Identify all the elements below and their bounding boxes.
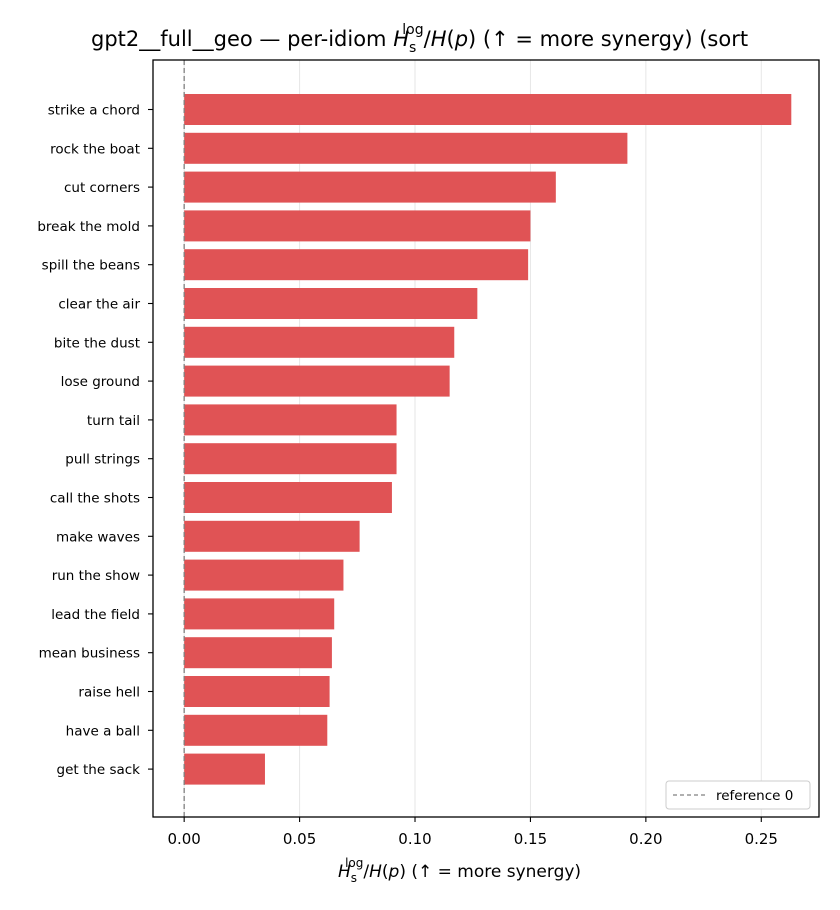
bar [184, 210, 531, 242]
math-sub: s [351, 871, 357, 885]
y-tick-label: lose ground [61, 374, 140, 390]
y-tick-label: get the sack [57, 762, 141, 778]
y-tick-label: mean business [39, 646, 140, 662]
x-tick-label: 0.10 [398, 830, 431, 848]
x-tick-label: 0.05 [283, 830, 316, 848]
bar [184, 443, 397, 475]
legend-box [665, 780, 811, 810]
y-tick-label: strike a chord [48, 103, 140, 119]
y-tick-label: make waves [56, 529, 140, 545]
bar [184, 365, 450, 397]
math-p: p [454, 27, 468, 51]
bar [184, 637, 332, 669]
math-paren-open: ( [382, 862, 389, 882]
y-tick-label: have a ball [66, 723, 140, 739]
bar [184, 559, 344, 591]
bar [184, 326, 455, 358]
bar [184, 482, 392, 513]
y-axis-ticks: strike a chord rock the boat cut corners br… [37, 103, 153, 778]
bar [184, 598, 335, 630]
math-paren-open: ( [447, 27, 455, 51]
x-axis-label: Hslog/H(p) (↑ = more synergy) [338, 856, 581, 885]
bar [184, 753, 265, 785]
math-slash: / [424, 27, 432, 51]
math-sup: log [345, 856, 363, 870]
bar [184, 288, 478, 319]
x-tick-label: 0.25 [745, 830, 778, 848]
x-tick-label: 0.15 [514, 830, 547, 848]
plot-frame [152, 59, 820, 818]
x-tick-label: 0.00 [167, 830, 200, 848]
y-tick-label: rock the boat [50, 141, 140, 157]
chart-title-suffix: (↑ = more synergy) (sort [476, 27, 748, 51]
x-axis-label-suffix: (↑ = more synergy) [406, 862, 581, 882]
legend: reference 0 [665, 780, 811, 810]
bar [184, 676, 330, 707]
bar [184, 171, 556, 203]
y-tick-label: pull strings [65, 452, 140, 468]
bar [184, 404, 397, 436]
y-tick-label: spill the beans [42, 258, 140, 274]
bars [184, 94, 792, 785]
y-tick-label: turn tail [87, 413, 140, 429]
chart-title: gpt2__full__geo — per-idiom Hslog/H(p) (… [91, 22, 748, 56]
y-tick-label: raise hell [78, 685, 140, 701]
y-tick-label: cut corners [64, 180, 140, 196]
math-sup: log [402, 22, 423, 38]
bar [184, 94, 792, 125]
bar [184, 249, 529, 281]
y-tick-label: call the shots [50, 491, 140, 507]
bar [184, 132, 628, 164]
y-tick-label: clear the air [58, 297, 140, 313]
legend-label: reference 0 [716, 788, 793, 804]
x-axis-ticks: 0.00 0.05 0.10 0.15 0.20 0.25 [167, 817, 778, 848]
bar [184, 714, 328, 746]
math-paren-close: ) [399, 862, 406, 882]
y-tick-label: break the mold [37, 219, 140, 235]
chart-title-prefix: gpt2__full__geo — per-idiom [91, 27, 393, 52]
math-h: H [431, 27, 447, 51]
x-tick-label: 0.20 [629, 830, 662, 848]
math-p: p [388, 862, 400, 882]
math-h: H [338, 862, 351, 882]
y-tick-label: run the show [52, 568, 140, 584]
bar [184, 520, 360, 552]
math-h: H [369, 862, 382, 882]
math-slash: / [363, 862, 369, 882]
math-sub: s [409, 40, 416, 56]
math-h: H [393, 27, 409, 51]
math-paren-close: ) [468, 27, 476, 51]
y-tick-label: bite the dust [54, 335, 140, 351]
y-tick-label: lead the field [51, 607, 140, 623]
